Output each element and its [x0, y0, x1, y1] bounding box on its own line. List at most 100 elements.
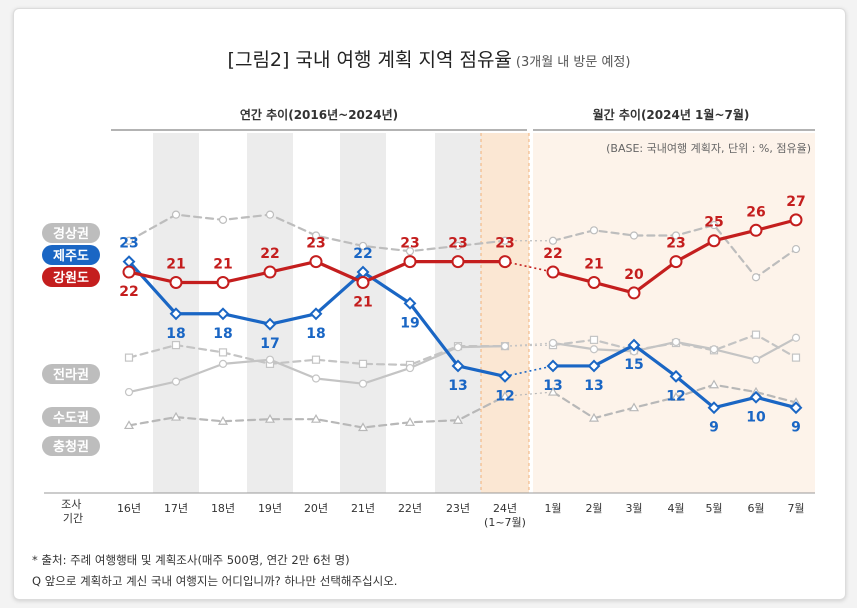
data-point	[171, 377, 181, 386]
data-point	[500, 342, 510, 351]
legend-pill	[42, 245, 100, 265]
data-label: 13	[584, 378, 603, 394]
x-tick-label: 18년	[211, 502, 235, 515]
data-label: 13	[448, 378, 467, 394]
data-point	[669, 369, 683, 383]
data-point	[671, 231, 681, 240]
data-label: 19	[400, 315, 419, 331]
legend-item-제주도: 제주도	[42, 245, 100, 265]
x-tick-label: 20년	[304, 502, 328, 515]
data-point	[546, 359, 560, 373]
legend-pill	[42, 223, 100, 243]
x-tick-labels: 16년 17년 18년 19년 20년 21년 22년 23년 24년 (1~7월) 1월 2월 3월 4…	[117, 502, 805, 529]
data-point	[791, 333, 801, 342]
data-point	[707, 234, 721, 248]
data-label: 25	[704, 215, 723, 231]
data-point	[498, 255, 512, 269]
data-label: 22	[353, 246, 372, 262]
data-label: 26	[746, 204, 765, 220]
x-axis-title-line2: 기간	[63, 512, 83, 525]
background-bands	[153, 133, 815, 493]
data-point	[358, 359, 368, 368]
data-point	[171, 210, 181, 219]
data-point	[123, 420, 135, 430]
data-point	[670, 392, 682, 401]
data-point	[170, 411, 182, 421]
data-point	[671, 337, 681, 347]
data-point	[216, 307, 230, 321]
data-point	[499, 391, 511, 400]
data-point	[124, 387, 134, 397]
data-label: 22	[543, 246, 562, 262]
data-label: 23	[306, 236, 325, 252]
data-point	[309, 255, 323, 269]
data-point	[708, 379, 720, 389]
x-tick-label: 19년	[258, 502, 282, 515]
data-point	[629, 231, 639, 240]
data-point	[548, 338, 558, 348]
legend-item-충청권: 충청권	[42, 436, 100, 456]
legend-label: 전라권	[53, 367, 89, 383]
data-point	[453, 343, 463, 352]
data-label: 18	[166, 326, 185, 342]
data-point	[628, 402, 640, 412]
data-point	[405, 247, 415, 256]
data-point	[309, 307, 323, 321]
chart-card: [그림2] 국내 여행 계획 지역 점유율 (3개월 내 방문 예정) 연간 추이…	[13, 8, 846, 600]
legend-pill	[42, 407, 100, 427]
data-label: 27	[786, 194, 805, 210]
data-point	[216, 275, 230, 289]
data-point	[749, 390, 763, 404]
data-point	[751, 355, 761, 364]
data-point	[217, 416, 229, 425]
data-label: 22	[119, 284, 138, 300]
data-point	[358, 379, 368, 388]
chart-title-main: [그림2] 국내 여행 계획 지역 점유율	[228, 49, 512, 71]
legend-label: 충청권	[53, 439, 89, 455]
data-point	[548, 236, 558, 245]
data-point	[169, 307, 183, 321]
data-label: 10	[746, 409, 766, 425]
column-band-highlight	[481, 133, 529, 493]
series-강원도: 22 21 21 22 23 21 23 23 23 22 21 20 23 25 26 27	[119, 194, 805, 311]
data-point	[265, 210, 275, 219]
data-point	[791, 244, 801, 254]
data-label: 21	[166, 256, 185, 272]
data-label: 18	[306, 326, 325, 342]
data-point	[403, 255, 417, 269]
data-label: 23	[666, 236, 685, 252]
base-note: (BASE: 국내여행 계획자, 단위 : %, 점유율)	[606, 142, 811, 155]
data-point	[627, 286, 641, 300]
data-point	[124, 353, 134, 362]
data-point	[751, 273, 761, 282]
data-label: 23	[400, 236, 419, 252]
monthly-period-label: 월간 추이(2024년 1월~7월)	[593, 107, 750, 122]
data-label: 21	[353, 294, 372, 310]
data-point	[789, 401, 803, 415]
data-label: 9	[791, 420, 801, 436]
series-connector	[504, 365, 554, 378]
x-axis-title-line1: 조사	[61, 498, 81, 511]
data-label: 9	[709, 420, 719, 436]
legend-item-경상권: 경상권	[42, 223, 100, 243]
x-tick-label: 21년	[351, 502, 375, 515]
data-point	[218, 359, 228, 368]
data-point	[791, 353, 801, 362]
data-point	[169, 275, 183, 289]
data-point	[453, 241, 463, 251]
data-label: 12	[495, 388, 514, 404]
x-tick-label: 7월	[787, 502, 804, 515]
series-제주도: 23 18 18 17 18 22 19 13 12 13 13 15 12 9 10 9	[119, 236, 803, 436]
data-point	[587, 359, 601, 373]
data-point	[356, 275, 370, 289]
legend-label: 강원도	[53, 270, 89, 286]
data-point	[587, 275, 601, 289]
x-tick-label: 2월	[585, 502, 602, 515]
data-point	[589, 226, 599, 235]
data-point	[218, 215, 228, 224]
data-label: 13	[543, 378, 562, 394]
data-point	[709, 345, 719, 354]
data-point	[589, 345, 599, 354]
chart-title: [그림2] 국내 여행 계획 지역 점유율 (3개월 내 방문 예정)	[228, 49, 631, 71]
